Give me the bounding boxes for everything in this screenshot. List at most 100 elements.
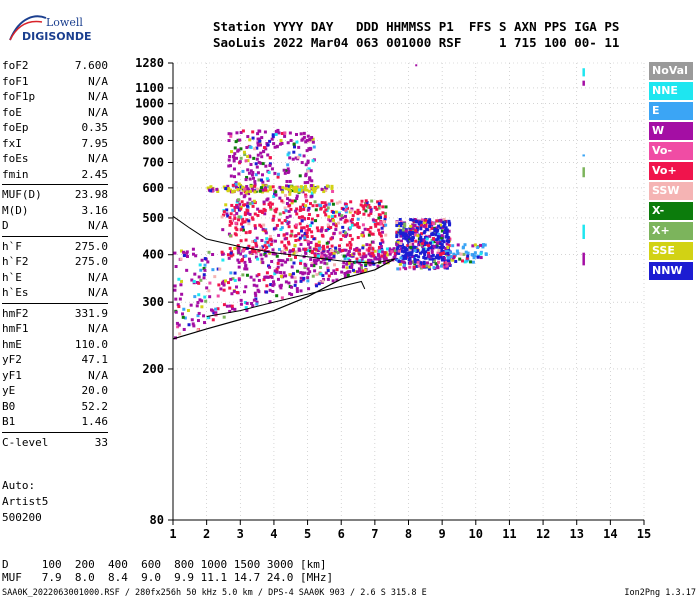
echo-point <box>275 294 279 298</box>
param-value: 275.0 <box>74 255 108 268</box>
echo-point <box>176 303 180 307</box>
param-row: fxI 7.95 <box>2 136 108 152</box>
echo-point <box>310 135 314 139</box>
echo-point <box>272 251 276 255</box>
echo-point <box>231 208 235 212</box>
echo-point <box>476 245 480 249</box>
echo-point <box>304 204 308 208</box>
echo-point <box>444 246 448 250</box>
echo-point <box>348 259 352 263</box>
echo-point <box>291 248 295 252</box>
echo-point <box>332 222 336 226</box>
echo-point <box>257 178 261 182</box>
echo-point <box>265 237 269 241</box>
echo-point <box>234 181 238 185</box>
echo-point <box>316 254 320 258</box>
echo-point <box>374 224 378 228</box>
echo-point <box>249 275 253 279</box>
echo-point <box>359 266 363 270</box>
echo-point <box>173 251 177 255</box>
echo-point <box>371 260 375 264</box>
echo-point <box>402 250 406 254</box>
echo-point <box>465 256 469 260</box>
echo-point <box>295 197 299 201</box>
echo-point <box>209 189 213 193</box>
echo-point <box>332 252 336 256</box>
echo-point <box>239 215 243 219</box>
echo-point <box>409 250 413 254</box>
echo-point <box>304 172 308 176</box>
echo-point <box>367 233 371 237</box>
echo-point <box>390 248 394 252</box>
echo-point <box>297 248 301 252</box>
echo-point <box>218 267 222 271</box>
echo-point <box>182 307 186 311</box>
echo-point <box>230 307 234 311</box>
echo-point <box>351 214 355 218</box>
echo-point <box>365 243 369 247</box>
echo-point <box>367 204 371 208</box>
echo-point <box>350 217 354 221</box>
param-value: 3.16 <box>81 203 109 217</box>
echo-point <box>265 290 269 294</box>
echo-point <box>214 307 218 311</box>
echo-point <box>344 248 348 252</box>
echo-point <box>179 283 183 287</box>
echo-point <box>338 200 342 204</box>
echo-point <box>303 232 307 236</box>
echo-point <box>174 310 178 314</box>
echo-point <box>290 229 294 233</box>
echo-point <box>254 251 258 255</box>
echo-point <box>382 224 386 228</box>
echo-point <box>228 220 232 224</box>
echo-point <box>311 274 315 278</box>
echo-point <box>445 264 449 268</box>
echo-point <box>279 139 283 143</box>
echo-point <box>270 239 274 243</box>
echo-point <box>369 207 373 211</box>
echo-point <box>259 161 263 165</box>
echo-point <box>408 227 412 231</box>
echo-point <box>348 226 352 230</box>
echo-point <box>219 287 223 291</box>
echo-point <box>232 159 236 163</box>
echo-point <box>229 271 233 275</box>
echo-point <box>237 251 241 255</box>
echo-point <box>253 183 257 187</box>
echo-point <box>433 229 437 233</box>
echo-point <box>470 253 474 257</box>
echo-point <box>307 287 311 291</box>
echo-point <box>288 292 292 296</box>
echo-point <box>257 137 261 141</box>
echo-point <box>413 249 417 253</box>
echo-point <box>436 235 440 239</box>
echo-point <box>415 264 419 268</box>
echo-point <box>274 129 278 133</box>
echo-point <box>284 246 288 250</box>
echo-point <box>349 209 353 213</box>
echo-point <box>359 264 363 268</box>
echo-point <box>461 259 465 263</box>
echo-point <box>294 188 298 192</box>
echo-point <box>228 286 232 290</box>
echo-point <box>284 187 288 191</box>
echo-point <box>234 221 238 225</box>
echo-point <box>404 254 408 258</box>
echo-point <box>306 239 310 243</box>
echo-point <box>311 140 315 144</box>
echo-point <box>413 223 417 227</box>
echo-point <box>399 242 403 246</box>
echo-point <box>203 263 207 267</box>
echo-point <box>395 221 399 225</box>
echo-point <box>237 198 241 202</box>
echo-point <box>349 200 353 204</box>
echo-point <box>270 137 274 141</box>
echo-point <box>345 243 349 247</box>
echo-point <box>325 184 329 188</box>
echo-point <box>196 328 200 332</box>
param-row: foEp 0.35 <box>2 120 108 136</box>
echo-point <box>265 184 269 188</box>
y-tick-label: 1000 <box>135 97 164 111</box>
echo-point <box>246 159 250 163</box>
echo-point <box>397 249 401 253</box>
